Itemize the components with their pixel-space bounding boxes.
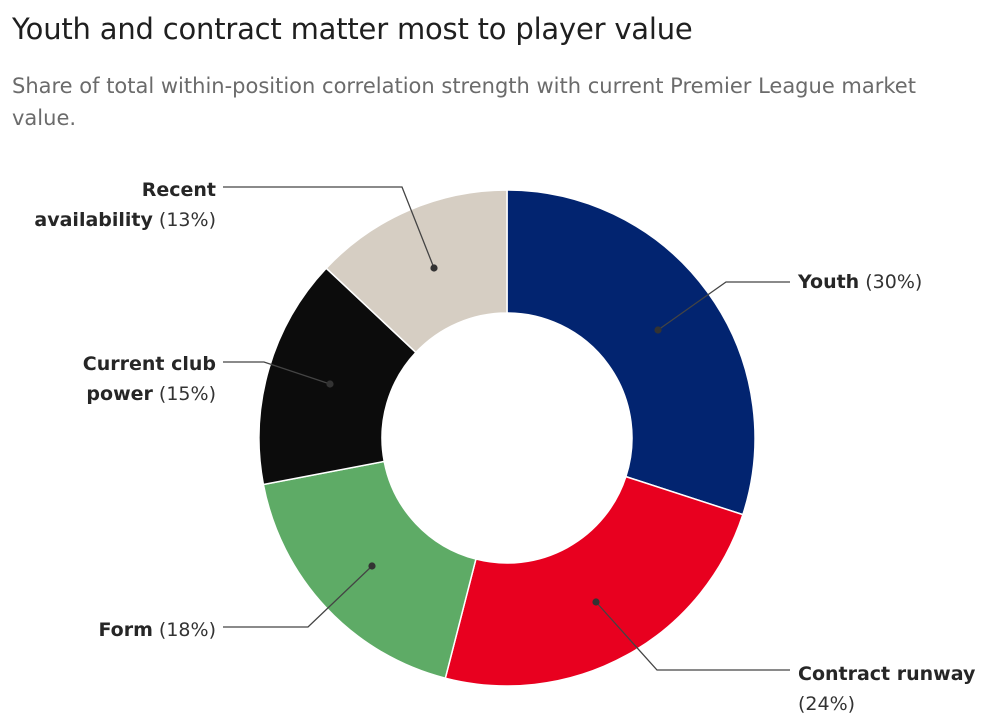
label-name-current-club-power: Current club xyxy=(83,353,216,375)
label-name-recent-availability: Recent xyxy=(142,179,216,201)
label-percent-youth: (30%) xyxy=(859,271,922,293)
leader-dot-contract-runway xyxy=(592,598,600,606)
slice-form xyxy=(262,460,477,680)
leader-line-recent-availability xyxy=(223,186,435,269)
label-group-current-club-power: Current club power (15%) xyxy=(83,353,334,405)
label-youth: Youth (30%) xyxy=(797,271,922,293)
leader-dot-form xyxy=(368,562,376,570)
slice-contract-runway xyxy=(444,475,744,687)
label-contract-runway: Contract runway (24%) xyxy=(798,663,976,715)
label-recent-availability: Recent availability (13%) xyxy=(34,179,216,231)
label-name-current-club-power: power xyxy=(86,383,153,405)
label-percent-recent-availability: (13%) xyxy=(153,209,216,231)
label-form: Form (18%) xyxy=(98,619,216,641)
label-group-form: Form (18%) xyxy=(98,562,376,641)
label-group-youth: Youth (30%) xyxy=(654,271,922,334)
label-name-recent-availability: availability xyxy=(34,209,153,231)
leader-line-youth xyxy=(657,281,790,331)
label-group-recent-availability: Recent availability (13%) xyxy=(34,179,438,272)
leader-line-form xyxy=(223,565,373,628)
label-name-contract-runway: Contract runway xyxy=(798,663,976,685)
chart-subtitle: Share of total within-position correlati… xyxy=(12,74,916,130)
leader-line-current-club-power xyxy=(223,361,331,385)
chart-title: Youth and contract matter most to player… xyxy=(12,12,693,46)
slices-group xyxy=(258,189,756,687)
label-current-club-power: Current club power (15%) xyxy=(83,353,216,405)
slice-youth xyxy=(506,189,756,516)
slice-current-club-power xyxy=(258,267,417,486)
leader-dot-current-club-power xyxy=(326,380,334,388)
label-name-form: Form xyxy=(98,619,152,641)
leader-dot-youth xyxy=(654,326,662,334)
leader-line-contract-runway xyxy=(595,601,790,671)
label-percent-current-club-power: (15%) xyxy=(153,383,216,405)
label-percent-contract-runway: (24%) xyxy=(798,693,855,715)
label-group-contract-runway: Contract runway (24%) xyxy=(592,598,976,715)
slice-recent-availability xyxy=(325,189,508,354)
leader-dot-recent-availability xyxy=(430,264,438,272)
label-percent-form: (18%) xyxy=(153,619,216,641)
label-name-youth: Youth xyxy=(797,271,859,293)
